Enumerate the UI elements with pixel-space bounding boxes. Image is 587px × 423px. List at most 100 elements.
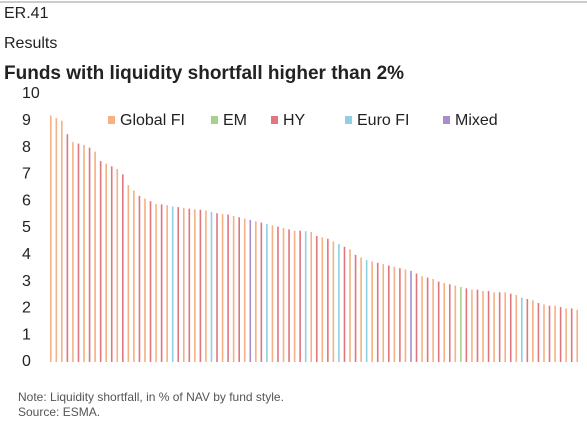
bar: [404, 269, 407, 362]
bar: [182, 207, 185, 362]
legend-swatch: [211, 116, 218, 124]
bar: [393, 266, 396, 362]
bar: [77, 143, 80, 362]
bar: [138, 195, 141, 362]
y-tick-label: 10: [22, 85, 40, 102]
bar: [260, 222, 263, 362]
bar: [49, 115, 52, 362]
y-tick-label: 3: [22, 273, 31, 290]
bar: [570, 308, 573, 362]
bar: [171, 206, 174, 362]
bar: [360, 257, 362, 362]
bar: [521, 297, 523, 362]
bar: [376, 262, 379, 362]
bar: [327, 238, 329, 362]
legend-swatch: [345, 116, 352, 124]
legend-swatch: [443, 116, 450, 124]
bar: [293, 230, 296, 362]
bar: [559, 307, 562, 362]
bar: [105, 163, 107, 362]
bar: [471, 289, 473, 362]
bar: [509, 293, 512, 362]
bar: [282, 228, 285, 362]
bar: [487, 290, 490, 362]
bar: [116, 169, 119, 362]
bar: [210, 211, 213, 362]
bar: [299, 230, 301, 362]
bar: [199, 209, 202, 362]
bar: [543, 304, 545, 362]
bar: [310, 232, 313, 362]
bar: [221, 214, 224, 362]
bar: [194, 209, 196, 362]
bar: [110, 166, 113, 362]
bar: [493, 292, 495, 362]
bar: [515, 295, 518, 362]
bar: [216, 213, 218, 362]
chart-section: Results: [4, 35, 57, 52]
bar: [315, 236, 318, 362]
bar: [388, 265, 390, 362]
y-tick-label: 6: [22, 192, 31, 209]
bar: [243, 218, 246, 362]
bar: [537, 303, 540, 362]
legend-label: HY: [283, 112, 306, 129]
legend-label: Global FI: [120, 112, 185, 129]
bar: [354, 254, 357, 362]
bar: [277, 226, 279, 362]
source: Source: ESMA.: [18, 405, 100, 419]
bar: [443, 282, 446, 362]
bar: [133, 190, 135, 362]
bar: [266, 223, 268, 362]
legend-swatch: [108, 116, 115, 124]
bar: [399, 268, 401, 362]
bar: [149, 201, 152, 362]
note: Note: Liquidity shortfall, in % of NAV b…: [18, 390, 284, 404]
bar: [426, 277, 429, 362]
legend-label: Euro FI: [357, 112, 409, 129]
bar: [94, 151, 96, 362]
bar: [249, 219, 252, 362]
chart-title: Funds with liquidity shortfall higher th…: [4, 63, 404, 84]
legend-label: Mixed: [455, 112, 498, 129]
bar: [415, 273, 418, 362]
chart-code: ER.41: [4, 5, 49, 22]
bar: [288, 229, 290, 362]
y-tick-label: 2: [22, 300, 31, 317]
bar: [160, 204, 163, 362]
bar: [448, 284, 451, 362]
bar: [144, 198, 146, 362]
y-tick-label: 4: [22, 246, 31, 263]
legend-swatch: [271, 116, 278, 124]
bar: [271, 225, 274, 362]
bar: [127, 185, 130, 362]
bar: [460, 286, 462, 362]
bar: [61, 120, 63, 362]
y-tick-label: 1: [22, 326, 31, 343]
bar: [465, 288, 468, 362]
y-tick-label: 9: [22, 112, 31, 129]
bar: [177, 207, 180, 362]
bar: [532, 300, 534, 362]
bar: [476, 289, 479, 362]
bar: [227, 214, 229, 362]
bar: [410, 270, 412, 362]
bar: [88, 147, 91, 362]
bar: [437, 281, 440, 362]
bar: [454, 285, 457, 362]
bar: [382, 264, 385, 362]
bar: [338, 244, 340, 362]
bar: [66, 134, 69, 362]
bar: [498, 292, 501, 362]
bar: [99, 161, 102, 362]
bar: [421, 276, 423, 362]
bar: [576, 309, 579, 362]
bar: [83, 144, 85, 362]
bar: [72, 142, 74, 362]
bar: [332, 241, 335, 362]
bar: [166, 205, 168, 362]
bar: [304, 231, 307, 362]
bar: [122, 174, 124, 362]
bar: [155, 203, 157, 362]
